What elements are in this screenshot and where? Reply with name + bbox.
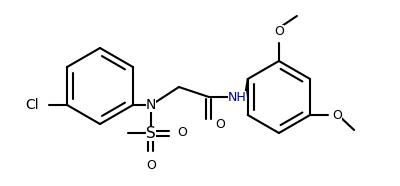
Text: O: O [215, 118, 225, 132]
Text: O: O [177, 126, 187, 140]
Text: NH: NH [228, 91, 246, 103]
Text: O: O [332, 108, 342, 121]
Text: N: N [146, 98, 156, 112]
Text: S: S [146, 126, 156, 140]
Text: O: O [146, 159, 156, 172]
Text: Cl: Cl [26, 98, 39, 112]
Text: O: O [274, 25, 284, 38]
